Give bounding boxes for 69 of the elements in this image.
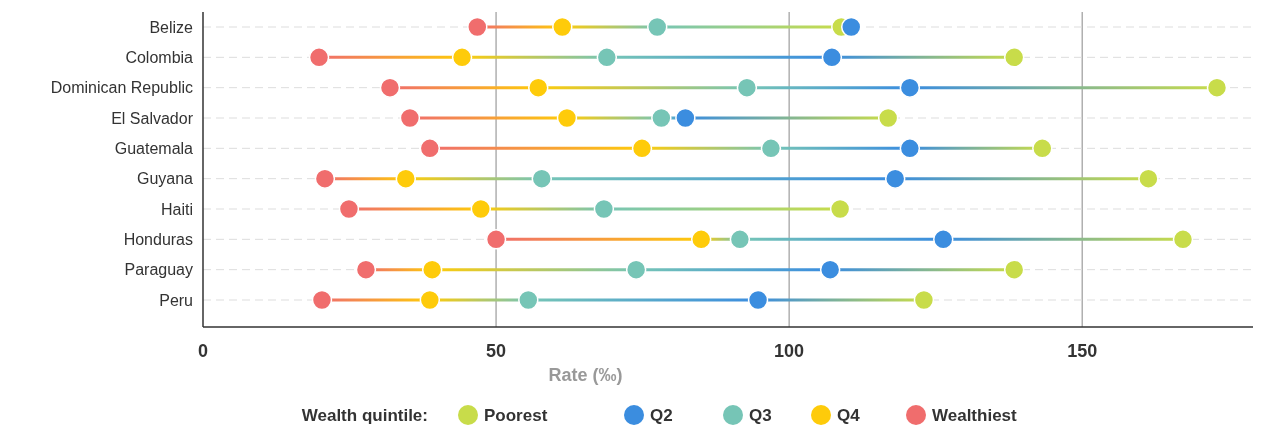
y-tick-label: Guatemala (114, 139, 194, 157)
y-tick-label: Dominican Republic (50, 79, 193, 97)
point (651, 107, 672, 129)
point (338, 198, 360, 220)
point (518, 289, 539, 311)
point (631, 138, 653, 159)
point (395, 168, 417, 189)
point (556, 107, 578, 129)
legend-label: Q4 (837, 406, 861, 425)
point (736, 77, 758, 98)
y-tick-label: Belize (149, 18, 194, 36)
point (933, 229, 954, 250)
point (467, 16, 488, 38)
point (899, 138, 921, 159)
point (379, 77, 401, 98)
legend-label: Q2 (650, 406, 673, 425)
x-tick-label: 50 (486, 341, 507, 361)
point (747, 289, 769, 311)
point (899, 77, 921, 98)
legend-title: Wealth quintile: (301, 406, 428, 425)
legend-label: Wealthiest (932, 406, 1018, 425)
point (531, 168, 553, 189)
point (625, 259, 647, 280)
x-axis-title: Rate (‰) (548, 365, 623, 385)
legend-label: Q3 (749, 406, 772, 425)
point (1003, 259, 1025, 280)
point (355, 259, 377, 280)
point (840, 16, 862, 38)
point (470, 198, 492, 220)
point (419, 138, 441, 159)
point (528, 77, 549, 98)
y-tick-label: Paraguay (124, 261, 193, 279)
y-tick-label: Peru (159, 291, 193, 309)
point (485, 229, 507, 250)
point (399, 107, 421, 129)
point (1172, 229, 1194, 250)
y-tick-label: Colombia (125, 48, 194, 66)
point (884, 168, 906, 189)
y-tick-label: El Salvador (111, 109, 194, 127)
point (819, 259, 841, 280)
x-tick-label: 150 (1067, 341, 1098, 361)
point (421, 259, 443, 280)
y-tick-label: Haiti (160, 200, 193, 218)
point (593, 198, 615, 220)
point (1003, 47, 1025, 68)
x-tick-label: 100 (774, 341, 805, 361)
point (675, 107, 696, 129)
point (419, 289, 441, 311)
point (877, 107, 899, 129)
point (1032, 138, 1053, 159)
y-tick-label: Honduras (123, 230, 193, 248)
point (729, 229, 751, 250)
point (913, 289, 935, 311)
point (311, 289, 333, 311)
point (760, 138, 782, 159)
y-tick-label: Guyana (136, 170, 194, 188)
point (821, 47, 843, 68)
point (308, 47, 330, 68)
point (596, 47, 618, 68)
point (646, 16, 668, 38)
legend-label: Poorest (484, 406, 548, 425)
point (552, 16, 573, 38)
point (1138, 168, 1159, 189)
point (690, 229, 712, 250)
x-tick-label: 0 (197, 341, 209, 361)
point (1206, 77, 1228, 98)
point (451, 47, 473, 68)
point (314, 168, 336, 189)
point (829, 198, 851, 220)
